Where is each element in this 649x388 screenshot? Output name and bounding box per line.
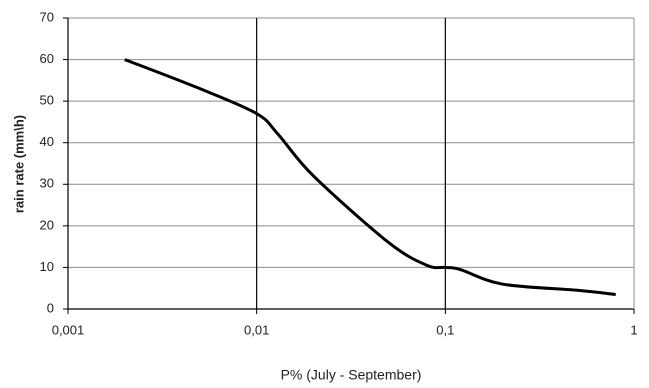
x-tick-label: 0,01 [244,322,269,337]
y-tick-label: 40 [40,134,54,149]
x-tick-label: 0,1 [436,322,454,337]
y-tick-label: 0 [47,300,54,315]
data-line [124,58,616,296]
y-axis-title: rain rate (mm\h) [11,115,26,213]
x-tick-label: 1 [630,322,637,337]
x-tick-label: 0,001 [52,322,85,337]
y-tick-label: 60 [40,51,54,66]
y-tick-label: 20 [40,217,54,232]
y-tick-label: 70 [40,9,54,24]
y-tick-label: 50 [40,93,54,108]
y-tick-label: 30 [40,176,54,191]
x-axis-title: P% (July - September) [281,367,422,383]
y-tick-label: 10 [40,259,54,274]
